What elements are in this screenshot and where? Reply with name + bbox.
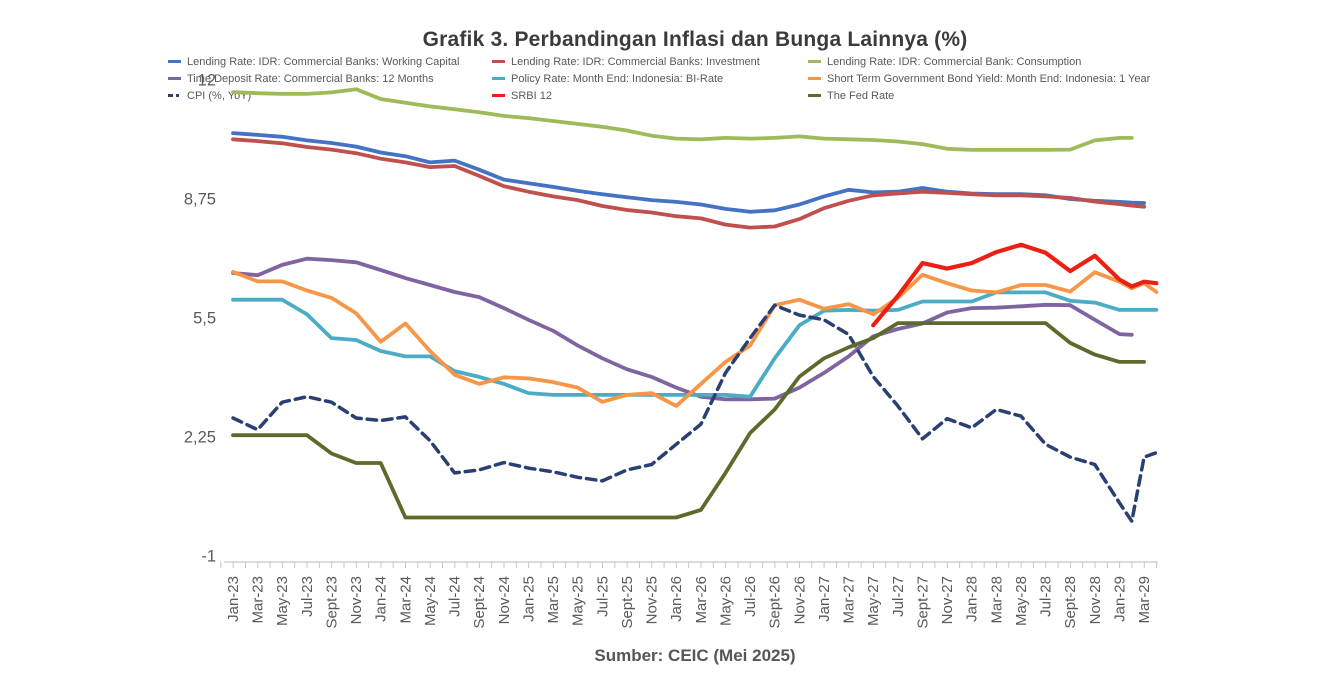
x-tick-label: Jul-27	[890, 576, 907, 617]
x-tick-label: May-27	[865, 576, 882, 626]
x-tick-label: Sept-27	[915, 576, 932, 629]
x-tick-label: Jan-25	[521, 576, 538, 622]
series-line-4	[231, 256, 1134, 402]
x-tick-label: Mar-24	[397, 576, 414, 624]
x-tick-label: May-28	[1013, 576, 1030, 626]
x-tick-label: Sept-23	[324, 576, 341, 629]
x-tick-label: Mar-25	[545, 576, 562, 624]
series-line-9	[231, 321, 1146, 520]
x-tick-label: Mar-26	[693, 576, 710, 624]
x-tick-label: Mar-29	[1136, 576, 1153, 624]
chart-title: Grafik 3. Perbandingan Inflasi dan Bunga…	[422, 28, 968, 51]
x-tick-label: Jan-23	[225, 576, 242, 622]
x-tick-label: Jul-25	[594, 576, 611, 617]
y-tick-label: 5,5	[193, 310, 216, 328]
x-tick-label: Sept-24	[471, 576, 488, 629]
x-tick-label: Nov-26	[791, 576, 808, 624]
y-tick-label: 2,25	[184, 429, 216, 447]
x-tick-label: May-25	[570, 576, 587, 626]
x-tick-label: May-24	[422, 576, 439, 626]
x-tick-label: Mar-28	[988, 576, 1005, 624]
x-tick-label: Sept-26	[767, 576, 784, 629]
x-tick-label: May-23	[274, 576, 291, 626]
x-tick-label: Jan-27	[816, 576, 833, 622]
y-tick-label: 8,75	[184, 191, 216, 209]
y-tick-label: -1	[201, 548, 216, 566]
x-tick-label: Jul-28	[1038, 576, 1055, 617]
x-tick-label: Nov-27	[939, 576, 956, 624]
x-tick-label: Nov-25	[644, 576, 661, 624]
x-tick-label: Jan-26	[668, 576, 685, 622]
x-tick-label: Nov-28	[1087, 576, 1104, 624]
x-tick-label: Sept-28	[1062, 576, 1079, 629]
source-caption: Sumber: CEIC (Mei 2025)	[594, 646, 796, 665]
x-tick-label: Nov-24	[496, 576, 513, 624]
x-tick-label: Jan-29	[1112, 576, 1129, 622]
y-tick-label: 12	[198, 72, 216, 90]
series-line-8	[871, 242, 1159, 328]
series-line-1	[231, 131, 1146, 214]
series-line-6	[231, 270, 1159, 408]
x-tick-label: Mar-23	[250, 576, 267, 624]
x-tick-label: Jan-24	[373, 576, 390, 622]
x-tick-label: May-26	[718, 576, 735, 626]
series-line-2	[231, 137, 1146, 230]
x-tick-label: Jan-28	[964, 576, 981, 622]
x-tick-label: Jul-23	[299, 576, 316, 617]
x-tick-label: Jul-24	[447, 576, 464, 617]
series-line-7	[231, 303, 1159, 523]
x-tick-label: Jul-26	[742, 576, 759, 617]
x-tick-label: Nov-23	[348, 576, 365, 624]
series-line-3	[231, 87, 1134, 152]
x-tick-label: Mar-27	[841, 576, 858, 624]
x-tick-label: Sept-25	[619, 576, 636, 629]
